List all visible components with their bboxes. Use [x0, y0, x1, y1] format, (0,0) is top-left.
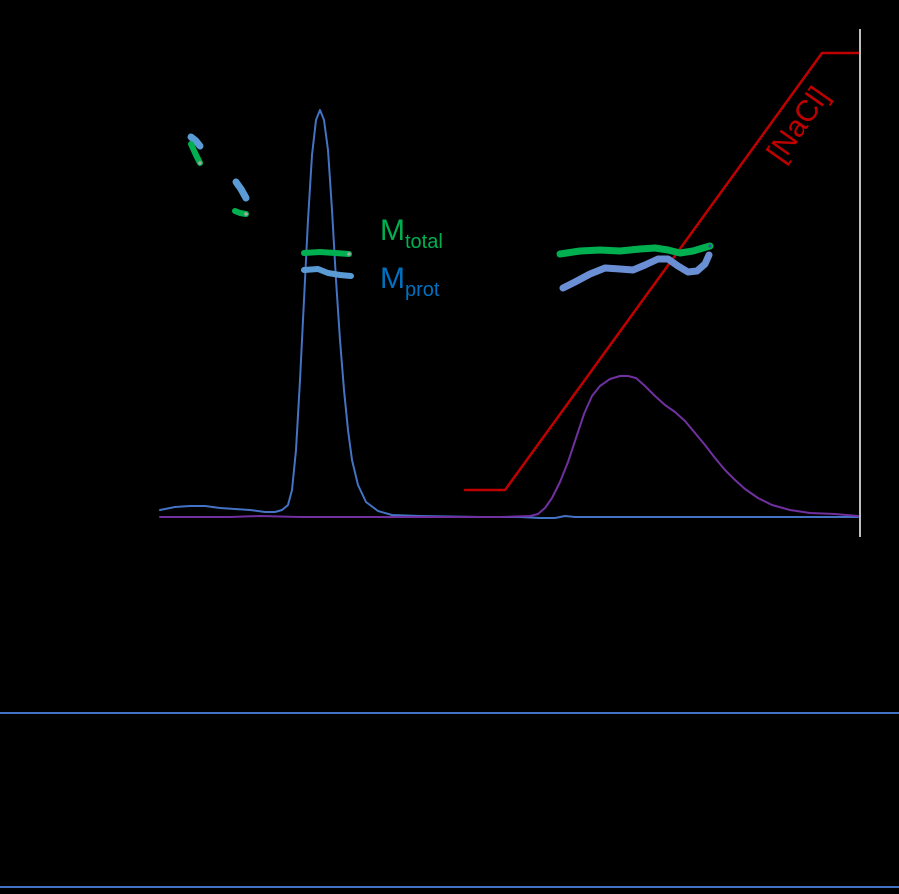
series-m-total-early-fragment-1: [188, 141, 203, 166]
marker-dot-0: [347, 252, 351, 256]
legend-mtotal-subscript: total: [405, 231, 443, 253]
marker-dot-1: [198, 161, 202, 165]
horizontal-rules: [0, 712, 899, 888]
series-m-total-peak-1: [301, 249, 352, 257]
series-m-total-peak-2: [556, 242, 714, 258]
legend-mprot: Mprot: [380, 262, 440, 301]
series-m-total-early-fragment-2: [232, 208, 249, 217]
legend-mtotal-main: M: [380, 214, 405, 247]
series-m-prot-peak-2: [559, 251, 713, 292]
series-uv-trace-flow-through-peak: [159, 109, 859, 519]
series-m-prot-early-fragment-2: [232, 178, 250, 202]
series-m-prot-early-fragment-1: [187, 133, 204, 150]
marker-dot-end: [708, 244, 712, 248]
marker-dot-2: [244, 212, 248, 216]
series-purple-trace-eluted-peak: [159, 375, 859, 518]
series-layer: [159, 51, 860, 519]
legend-mprot-main: M: [380, 262, 405, 295]
legend-mtotal: Mtotal: [380, 214, 443, 253]
series-m-prot-peak-1: [301, 266, 354, 279]
series-nacl-gradient: [463, 51, 860, 492]
legend-mprot-subscript: prot: [405, 279, 440, 301]
